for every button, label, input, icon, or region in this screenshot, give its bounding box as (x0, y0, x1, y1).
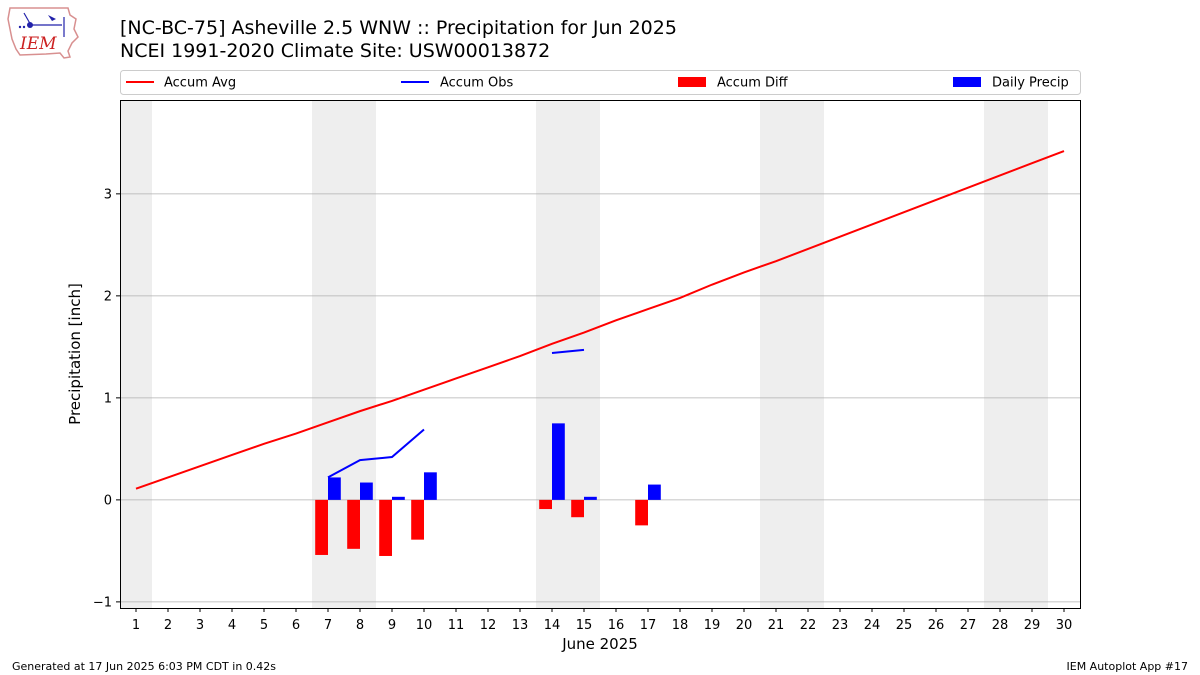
x-tick-label: 13 (512, 618, 529, 633)
x-tick-label: 14 (544, 618, 561, 633)
y-tick-label: 3 (104, 187, 112, 202)
accum-diff-bar (635, 499, 648, 526)
daily-precip-bar (584, 496, 597, 500)
weekend-shade (984, 100, 1048, 608)
x-tick-label: 9 (388, 618, 396, 633)
legend-label-daily-precip: Daily Precip (992, 76, 1069, 91)
weekend-shade (120, 100, 152, 608)
legend-frame (120, 70, 1081, 95)
x-tick-label: 12 (480, 618, 497, 633)
chart-title: [NC-BC-75] Asheville 2.5 WNW :: Precipit… (120, 17, 677, 39)
x-tick-label: 23 (832, 618, 849, 633)
x-tick-label: 4 (228, 618, 236, 633)
legend-swatch-daily-precip (953, 77, 981, 87)
chart-subtitle: NCEI 1991-2020 Climate Site: USW00013872 (120, 40, 551, 62)
legend-swatch-accum-diff (678, 77, 706, 87)
y-tick-label: 1 (104, 391, 112, 406)
daily-precip-bar (424, 472, 437, 500)
x-tick-label: 26 (928, 618, 945, 633)
x-tick-label: 19 (704, 618, 721, 633)
daily-precip-bar (360, 482, 373, 500)
daily-precip-bar (328, 477, 341, 500)
x-tick-label: 28 (992, 618, 1009, 633)
iem-logo (7, 7, 79, 59)
x-tick-label: 29 (1024, 618, 1041, 633)
accum-diff-bar (571, 499, 584, 518)
x-tick-label: 6 (292, 618, 300, 633)
y-axis-label: Precipitation [inch] (66, 283, 84, 425)
weekend-shade (536, 100, 600, 608)
legend: Accum Avg Accum Obs Accum Diff Daily Pre… (120, 70, 1081, 95)
x-tick-label: 7 (324, 618, 332, 633)
x-tick-label: 2 (164, 618, 172, 633)
x-tick-label: 5 (260, 618, 268, 633)
legend-label-accum-avg: Accum Avg (164, 76, 236, 91)
x-tick-label: 17 (640, 618, 657, 633)
x-axis-label: June 2025 (561, 635, 638, 653)
weekend-shade (760, 100, 824, 608)
x-tick-label: 21 (768, 618, 785, 633)
x-tick-label: 18 (672, 618, 689, 633)
app-label: IEM Autoplot App #17 (1066, 660, 1189, 673)
accum-obs-line (551, 348, 585, 354)
x-tick-label: 30 (1056, 618, 1073, 633)
x-tick-label: 8 (356, 618, 364, 633)
accum-diff-bar (347, 499, 360, 549)
x-tick-label: 24 (864, 618, 881, 633)
generated-timestamp: Generated at 17 Jun 2025 6:03 PM CDT in … (12, 660, 277, 673)
accum-avg-line (135, 150, 1065, 490)
y-tick-label: 0 (104, 493, 112, 508)
x-tick-label: 16 (608, 618, 625, 633)
legend-label-accum-diff: Accum Diff (717, 76, 789, 91)
daily-precip-bar (552, 423, 565, 500)
x-tick-label: 25 (896, 618, 913, 633)
x-tick-label: 1 (132, 618, 140, 633)
x-tick-label: 15 (576, 618, 593, 633)
y-tick-label: 2 (104, 289, 112, 304)
legend-label-accum-obs: Accum Obs (440, 76, 513, 91)
x-tick-label: 22 (800, 618, 817, 633)
x-tick-label: 11 (448, 618, 465, 633)
daily-precip-bar (648, 484, 661, 500)
accum-obs-line (327, 428, 425, 479)
logo-text: IEM (20, 34, 57, 54)
y-tick-label: −1 (93, 595, 112, 610)
x-tick-label: 27 (960, 618, 977, 633)
accum-diff-bar (411, 499, 424, 540)
accum-diff-bar (315, 499, 328, 555)
x-tick-label: 20 (736, 618, 753, 633)
accum-diff-bar (539, 499, 552, 510)
x-tick-label: 3 (196, 618, 204, 633)
daily-precip-bar (392, 496, 405, 500)
x-tick-label: 10 (416, 618, 433, 633)
accum-diff-bar (379, 499, 392, 556)
plot-frame (120, 100, 1081, 609)
